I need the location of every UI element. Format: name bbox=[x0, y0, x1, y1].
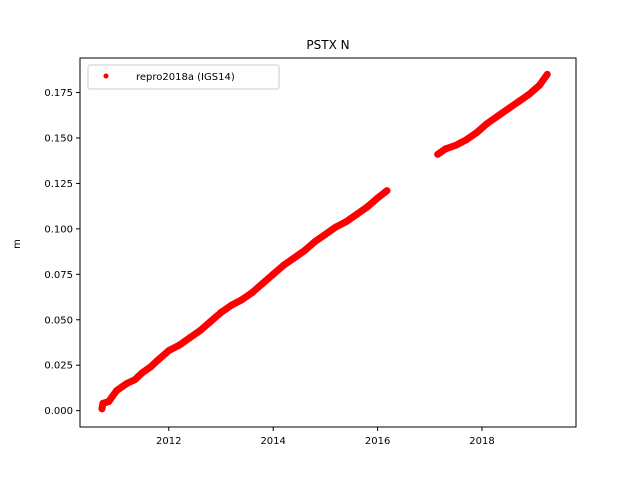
y-tick-label: 0.100 bbox=[44, 224, 73, 235]
plot-frame bbox=[79, 57, 577, 428]
y-tick-label: 0.025 bbox=[44, 361, 73, 372]
y-tick-label: 0.150 bbox=[44, 133, 73, 144]
legend-label: repro2018a (IGS14) bbox=[136, 72, 235, 83]
legend-marker bbox=[103, 73, 109, 79]
plot-area bbox=[98, 70, 551, 413]
y-axis-label: m bbox=[12, 239, 23, 249]
x-tick-label: 2012 bbox=[156, 436, 181, 447]
x-tick-label: 2016 bbox=[365, 436, 390, 447]
axes: 2012 2014 2016 2018 0.000 0.025 0.050 0.075 0.10… bbox=[44, 57, 577, 447]
y-tick-label: 0.000 bbox=[44, 406, 73, 417]
chart-title: PSTX N bbox=[306, 38, 349, 52]
data-trace-segment bbox=[374, 187, 391, 202]
x-tick-label: 2014 bbox=[260, 436, 285, 447]
data-trace-segment bbox=[535, 70, 551, 89]
legend-frame bbox=[87, 64, 280, 90]
y-tick-label: 0.175 bbox=[44, 88, 73, 99]
legend: repro2018a (IGS14) bbox=[87, 64, 280, 90]
x-tick-label: 2018 bbox=[469, 436, 494, 447]
y-tick-label: 0.050 bbox=[44, 315, 73, 326]
y-tick-label: 0.125 bbox=[44, 179, 73, 190]
y-tick-label: 0.075 bbox=[44, 270, 73, 281]
